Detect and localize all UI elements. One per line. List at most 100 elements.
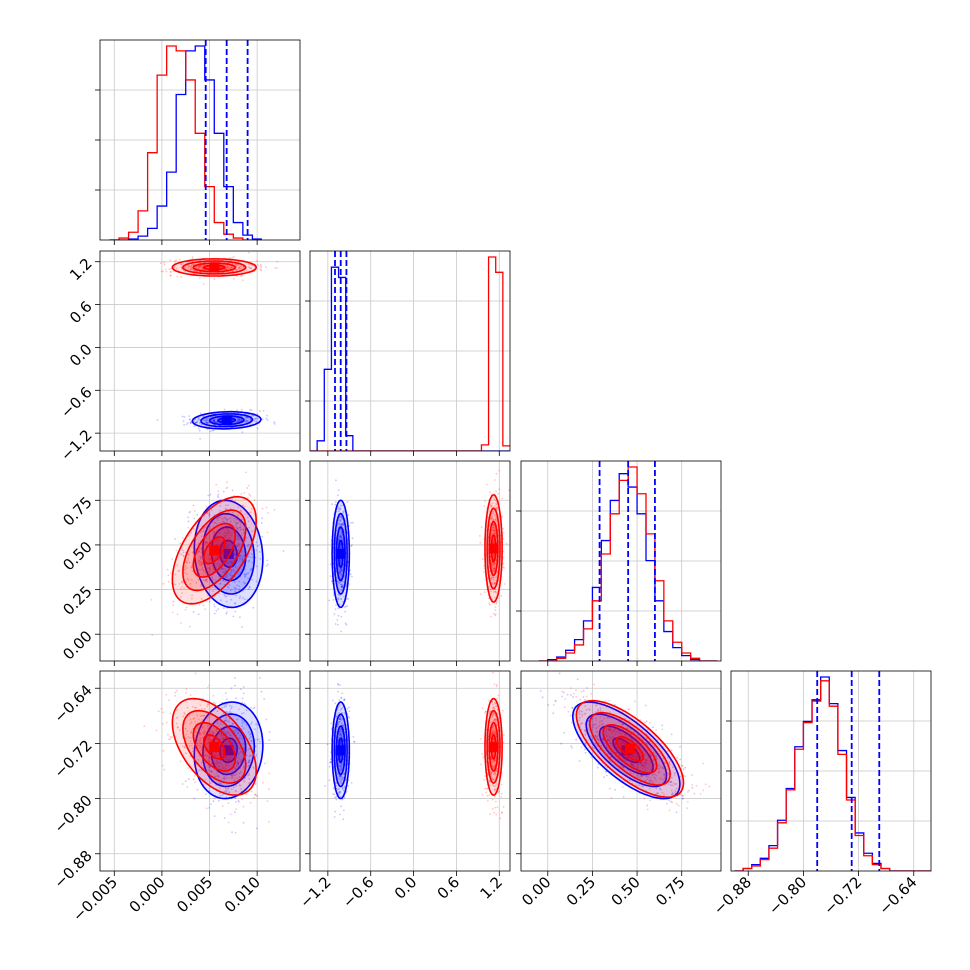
scatter-point-series_b [492,563,495,566]
scatter-point-series_a [648,779,651,782]
scatter-point-series_b [204,570,207,573]
scatter-point-series_b [187,267,190,270]
scatter-point-series_a [255,723,257,725]
scatter-point-series_b [480,738,482,740]
scatter-point-series_b [483,591,486,593]
scatter-point-series_b [502,537,505,540]
scatter-point-series_a [337,538,340,541]
scatter-point-series_a [335,604,337,606]
scatter-point-series_a [243,598,246,600]
pair-clip [324,671,505,821]
scatter-point-series_a [240,419,243,421]
scatter-point-series_a [192,610,195,613]
scatter-point-series_a [213,419,215,422]
scatter-point-series_a [331,503,333,506]
scatter-point-series_a [339,791,342,793]
scatter-point-series_a [640,761,643,764]
scatter-point-series_b [196,743,199,745]
scatter-point-series_a [340,615,343,618]
scatter-point-series_b [203,543,206,546]
scatter-point-series_b [204,750,207,752]
scatter-point-series_b [238,752,241,755]
scatter-point-series_b [247,484,250,487]
scatter-point-series_b [208,567,211,570]
scatter-point-series_b [253,499,256,502]
scatter-point-series_b [493,583,496,585]
scatter-point-series_b [226,757,228,759]
scatter-point-series_a [340,722,343,725]
scatter-point-series_a [627,757,629,760]
scatter-point-series_a [571,706,574,709]
scatter-point-series_a [264,762,266,765]
scatter-point-series_a [328,779,331,781]
scatter-point-series_b [212,731,215,734]
scatter-point-series_b [480,526,483,529]
scatter-point-series_b [492,725,495,728]
scatter-point-series_b [492,518,495,521]
scatter-point-series_b [214,794,216,797]
pair-clip [539,672,711,814]
scatter-point-series_b [180,276,183,278]
scatter-point-series_a [206,421,209,424]
scatter-point-series_a [249,736,252,739]
scatter-point-series_b [481,558,484,560]
scatter-point-series_b [169,271,172,273]
scatter-point-series_b [175,267,178,270]
scatter-point-series_a [234,590,237,593]
scatter-point-series_a [273,423,276,425]
scatter-point-series_a [582,696,585,698]
scatter-point-series_b [213,521,216,524]
scatter-point-series_a [341,517,343,520]
scatter-point-series_a [248,772,251,775]
scatter-point-series_b [191,744,193,747]
scatter-point-series_a [649,754,652,757]
scatter-point-series_b [186,786,189,788]
scatter-point-series_a [340,532,343,535]
scatter-point-series_b [225,540,228,542]
scatter-point-series_a [212,419,215,421]
scatter-point-series_b [494,609,497,611]
scatter-point-series_a [337,682,339,685]
scatter-point-series_a [334,796,336,799]
scatter-point-series_b [491,502,494,505]
scatter-point-series_a [238,560,241,563]
scatter-point-series_b [493,718,496,721]
scatter-point-series_b [199,733,201,736]
contour-series_b [171,495,258,605]
scatter-point-series_b [184,568,186,571]
scatter-point-series_a [332,787,335,790]
scatter-point-series_a [657,770,660,773]
scatter-point-series_b [225,536,228,539]
scatter-point-series_b [494,719,497,722]
pair-frame [99,460,301,662]
scatter-point-series_a [233,517,236,520]
scatter-point-series_b [495,685,498,688]
scatter-point-series_b [245,793,247,796]
scatter-point-series_a [254,783,257,785]
scatter-point-series_b [191,750,194,752]
scatter-point-series_a [215,759,218,762]
scatter-point-series_a [227,759,230,762]
scatter-point-series_a [340,782,343,785]
scatter-point-series_b [194,731,197,734]
scatter-point-series_a [339,704,341,707]
scatter-point-series_a [340,630,342,633]
scatter-point-series_b [216,735,219,738]
scatter-point-series_b [490,590,492,593]
scatter-point-series_b [247,782,250,785]
scatter-point-series_a [198,417,200,420]
scatter-point-series_b [249,556,252,559]
scatter-point-series_a [237,762,240,765]
scatter-point-series_b [236,514,239,517]
scatter-point-series_b [223,759,226,761]
scatter-point-series_a [215,523,218,525]
scatter-point-series_b [186,561,189,564]
scatter-point-series_a [213,421,216,423]
scatter-point-series_b [162,711,165,714]
scatter-point-series_a [215,555,218,557]
peak-series_a [335,745,346,756]
scatter-point-series_a [229,574,232,577]
scatter-point-series_b [181,268,183,271]
scatter-point-series_a [345,605,347,608]
scatter-point-series_b [240,267,243,270]
